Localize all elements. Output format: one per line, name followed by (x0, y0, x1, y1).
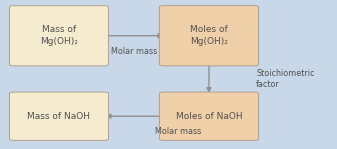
FancyBboxPatch shape (9, 92, 109, 140)
Text: Moles of
Mg(OH)₂: Moles of Mg(OH)₂ (190, 25, 228, 46)
FancyBboxPatch shape (159, 6, 258, 66)
Text: Moles of NaOH: Moles of NaOH (176, 112, 242, 121)
FancyBboxPatch shape (159, 92, 258, 140)
Text: Mass of
Mg(OH)₂: Mass of Mg(OH)₂ (40, 25, 78, 46)
Text: Mass of NaOH: Mass of NaOH (28, 112, 90, 121)
Text: Molar mass: Molar mass (111, 47, 157, 56)
Text: Molar mass: Molar mass (155, 127, 202, 136)
FancyBboxPatch shape (9, 6, 109, 66)
Text: Stoichiometric
factor: Stoichiometric factor (256, 69, 315, 89)
